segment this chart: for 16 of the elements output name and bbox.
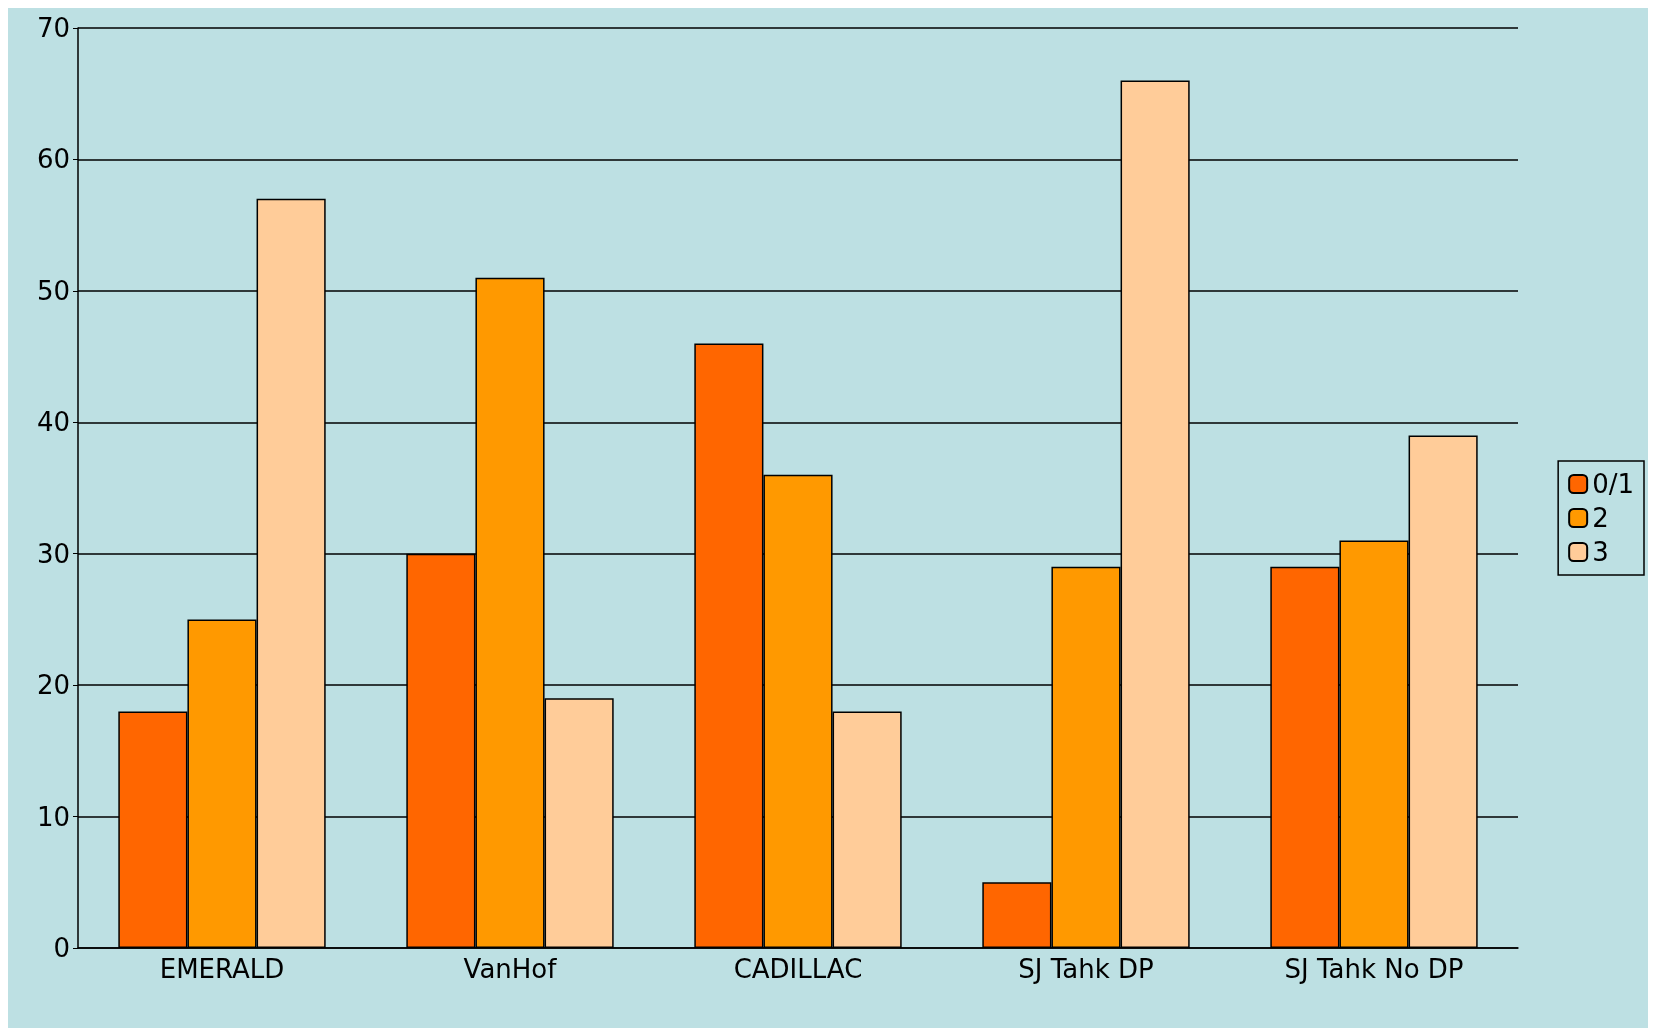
- legend-label: 0/1: [1592, 469, 1634, 499]
- x-tick-label: CADILLAC: [733, 954, 863, 984]
- y-tick-label: 50: [36, 275, 70, 306]
- legend-label: 2: [1592, 503, 1609, 533]
- y-tick-label: 10: [36, 801, 70, 832]
- y-tick-label: 40: [36, 407, 70, 438]
- x-tick-label: VanHof: [463, 954, 558, 984]
- y-tick-label: 0: [53, 933, 70, 963]
- legend-label: 3: [1592, 537, 1609, 567]
- x-tick-label: EMERALD: [159, 954, 285, 984]
- y-tick-label: 20: [36, 670, 70, 701]
- y-tick-label: 60: [36, 144, 70, 175]
- y-tick-label: 70: [36, 13, 70, 43]
- x-tick-label: SJ Tahk DP: [1018, 954, 1154, 984]
- y-tick-label: 30: [36, 538, 70, 569]
- x-tick-label: SJ Tahk No DP: [1284, 954, 1464, 984]
